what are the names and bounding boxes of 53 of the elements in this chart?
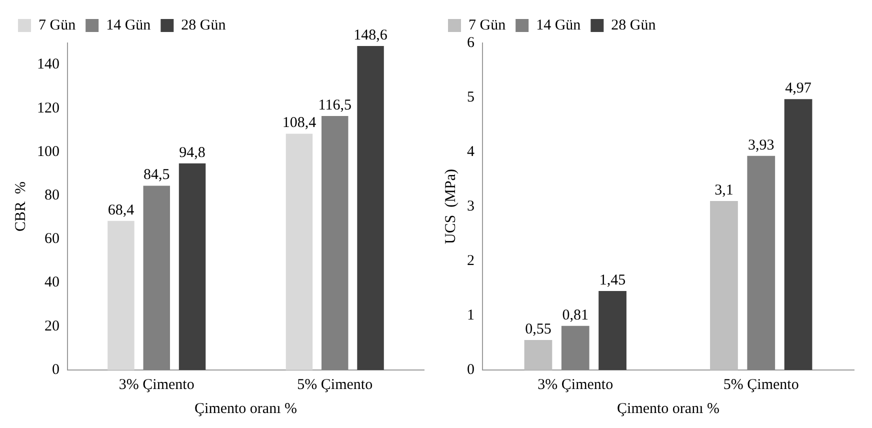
data-label: 116,5: [318, 97, 352, 114]
bar: [710, 201, 738, 370]
y-tick-label: 2: [467, 252, 474, 269]
data-label: 1,45: [599, 272, 626, 288]
y-tick-label: 20: [44, 318, 60, 334]
legend-label: 7 Gün: [468, 17, 506, 34]
y-tick-label: 1: [467, 307, 474, 324]
data-label: 94,8: [179, 144, 206, 161]
legend-label: 28 Gün: [611, 17, 656, 34]
y-axis-title: UCS (MPa): [442, 168, 459, 244]
y-tick-label: 40: [44, 274, 60, 291]
bar: [357, 46, 384, 370]
bar: [784, 99, 812, 370]
legend-label: 28 Gün: [181, 17, 226, 34]
x-axis-title: Çimento oranı %: [617, 400, 720, 417]
bar: [322, 116, 348, 370]
bar: [143, 186, 170, 370]
legend-label: 14 Gün: [106, 17, 152, 34]
data-label: 0,55: [525, 321, 552, 338]
data-label: 84,5: [144, 167, 170, 184]
y-axis-title: CBR %: [12, 181, 29, 232]
data-label: 148,6: [354, 27, 388, 44]
y-tick-label: 80: [44, 188, 60, 204]
data-label: 3,1: [714, 182, 734, 198]
data-label: 3,93: [748, 137, 774, 154]
x-tick-label: 3% Çimento: [538, 376, 614, 393]
bar: [598, 290, 626, 370]
y-tick-label: 6: [467, 34, 475, 51]
data-label: 4,97: [785, 80, 812, 97]
bar: [561, 326, 590, 370]
y-tick-label: 60: [44, 231, 60, 248]
data-label: 68,4: [108, 202, 135, 218]
y-tick-label: 5: [467, 89, 474, 106]
y-tick-label: 0: [467, 362, 474, 378]
y-tick-label: 3: [467, 198, 474, 214]
x-tick-label: 5% Çimento: [723, 376, 799, 393]
bar: [286, 134, 313, 370]
x-tick-label: 5% Çimento: [297, 376, 373, 393]
legend-label: 14 Gün: [536, 17, 582, 34]
x-axis-title: Çimento oranı %: [194, 400, 297, 417]
data-label: 108,4: [282, 115, 317, 132]
bar: [178, 163, 206, 370]
bar: [524, 340, 552, 370]
y-tick-label: 4: [467, 144, 475, 160]
bar: [108, 220, 134, 370]
bar: [747, 156, 776, 370]
data-label: 0,81: [562, 307, 588, 324]
y-tick-label: 120: [37, 100, 60, 116]
legend-label: 7 Gün: [38, 17, 76, 34]
x-tick-label: 3% Çimento: [118, 376, 194, 393]
y-tick-label: 100: [37, 144, 60, 160]
y-tick-label: 140: [37, 56, 60, 73]
y-tick-label: 0: [52, 362, 60, 378]
